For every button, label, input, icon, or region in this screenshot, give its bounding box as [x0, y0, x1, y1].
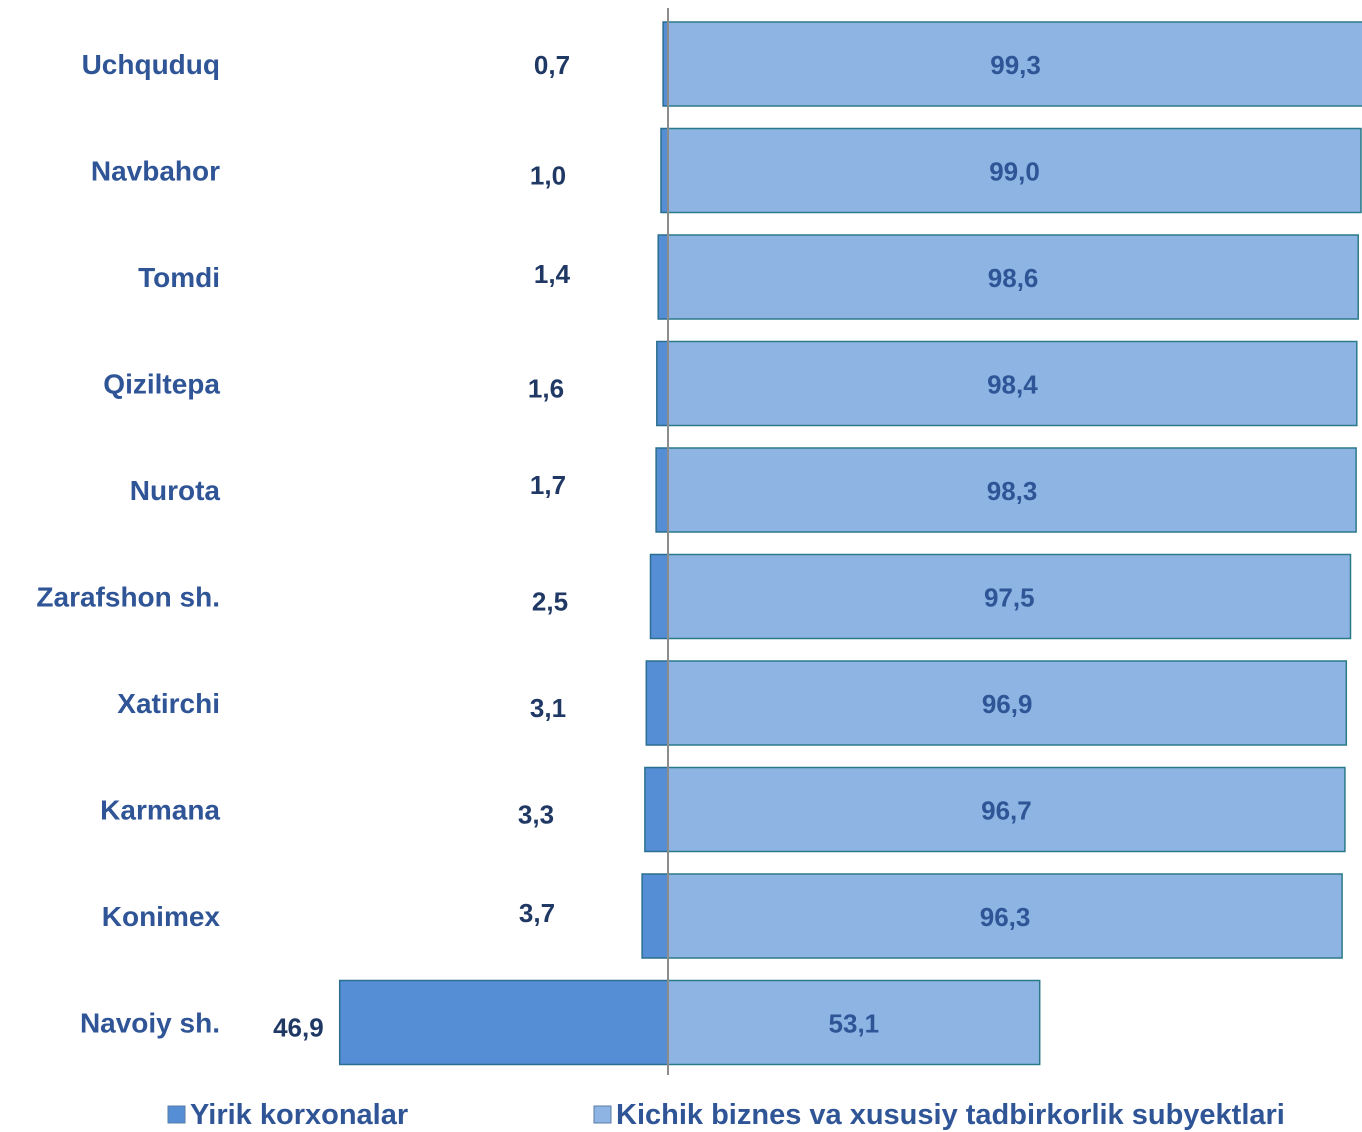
labels: Uchquduq 0,7 99,3 Navbahor 1,0 99,0 Tomdi 1,4 98…	[36, 49, 1040, 1043]
category-label: Karmana	[100, 795, 220, 826]
value-label-yirik: 3,7	[519, 898, 555, 928]
legend: Yirik korxonalar Kichik biznes va xususiy…	[167, 1099, 1285, 1131]
value-label-kichik: 96,9	[982, 689, 1033, 719]
value-label-yirik: 1,7	[530, 470, 566, 500]
legend-label-kichik: Kichik biznes va xususiy tadbirkorlik su…	[616, 1099, 1285, 1131]
bar-kichik	[667, 21, 1362, 107]
category-label: Konimex	[102, 901, 221, 932]
bar-kichik	[667, 553, 1352, 640]
bar-yirik	[655, 447, 669, 533]
category-label: Navoiy sh.	[80, 1008, 220, 1039]
bar-kichik	[667, 873, 1343, 959]
bars-yirik	[338, 21, 669, 1066]
bar-kichik	[667, 234, 1359, 320]
category-label: Nurota	[130, 475, 221, 506]
value-label-yirik: 1,4	[534, 259, 571, 289]
legend-label-yirik: Yirik korxonalar	[190, 1099, 408, 1131]
legend-swatch-yirik	[167, 1105, 186, 1124]
value-label-yirik: 3,1	[530, 693, 566, 723]
category-label: Xatirchi	[117, 688, 220, 719]
value-label-kichik: 99,0	[989, 157, 1040, 187]
value-label-kichik: 98,3	[987, 476, 1038, 506]
bar-yirik	[656, 340, 669, 427]
bar-yirik	[645, 660, 669, 746]
legend-swatch-kichik	[593, 1105, 612, 1124]
bar-yirik	[641, 873, 669, 959]
bar-yirik	[649, 553, 669, 640]
bar-yirik	[660, 127, 669, 214]
bar-kichik	[667, 979, 1041, 1066]
value-label-yirik: 3,3	[518, 800, 554, 830]
bars-kichik	[667, 21, 1362, 1066]
value-label-yirik: 46,9	[273, 1013, 324, 1043]
bar-yirik	[657, 234, 669, 320]
value-label-kichik: 53,1	[829, 1009, 880, 1039]
value-label-kichik: 96,7	[981, 796, 1032, 826]
value-label-yirik: 0,7	[534, 50, 570, 80]
bar-kichik	[667, 766, 1346, 853]
value-label-yirik: 2,5	[532, 587, 568, 617]
value-label-kichik: 96,3	[980, 902, 1031, 932]
bar-kichik	[667, 127, 1362, 214]
value-label-kichik: 97,5	[984, 583, 1035, 613]
value-label-kichik: 98,6	[988, 263, 1039, 293]
category-label: Tomdi	[138, 262, 220, 293]
value-label-yirik: 1,6	[528, 374, 564, 404]
bar-yirik	[644, 766, 669, 853]
bar-yirik	[338, 979, 669, 1066]
category-label: Qiziltepa	[103, 369, 220, 400]
category-label: Navbahor	[91, 156, 220, 187]
value-label-kichik: 99,3	[990, 50, 1041, 80]
category-label: Zarafshon sh.	[36, 582, 220, 613]
value-label-yirik: 1,0	[530, 161, 566, 191]
category-label: Uchquduq	[82, 49, 220, 80]
value-label-kichik: 98,4	[987, 370, 1038, 400]
